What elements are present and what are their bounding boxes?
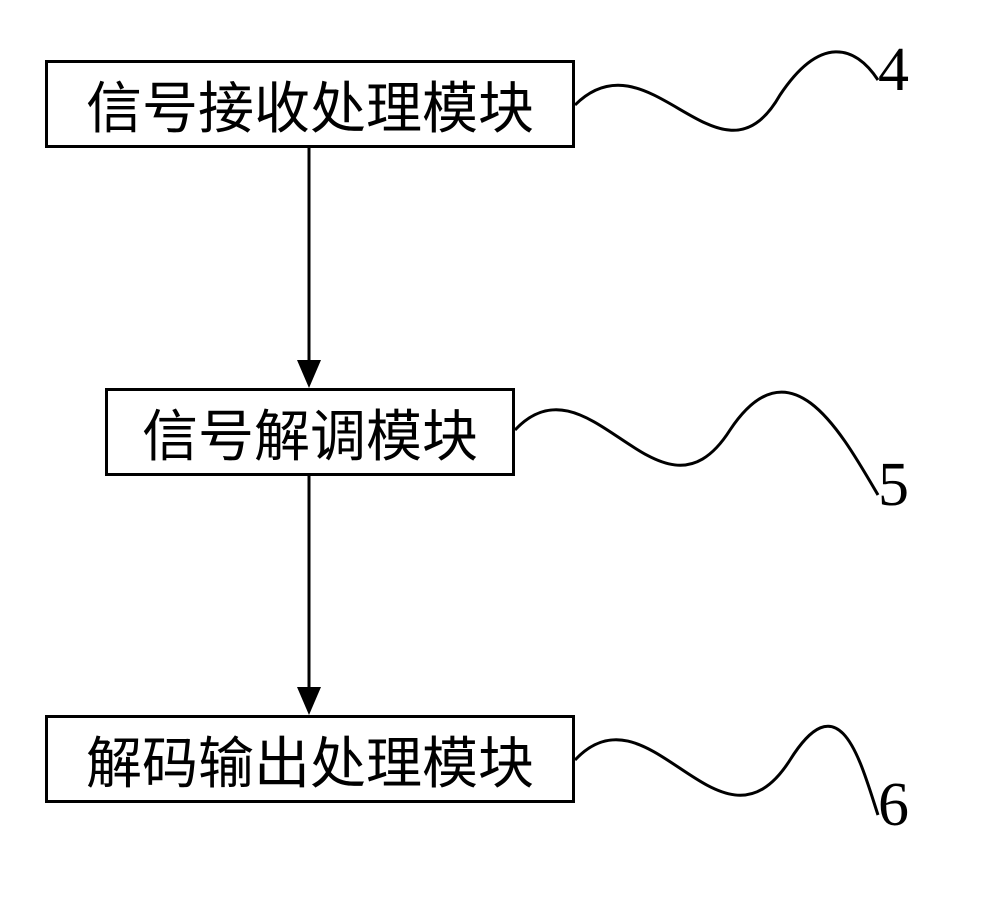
node-label-text: 信号接收处理模块 bbox=[86, 64, 534, 145]
diagram-canvas: 信号接收处理模块 4 信号解调模块 5 解码输出处理模块 6 bbox=[0, 0, 1000, 923]
node-label-text: 解码输出处理模块 bbox=[86, 719, 534, 800]
node-label-text: 信号解调模块 bbox=[142, 392, 478, 473]
callout-label-4: 4 bbox=[878, 35, 909, 106]
edge-4-to-5 bbox=[297, 148, 321, 388]
callout-curve-4 bbox=[575, 52, 878, 130]
node-signal-receive-processing: 信号接收处理模块 bbox=[45, 60, 575, 148]
node-signal-demodulation: 信号解调模块 bbox=[105, 388, 515, 476]
callout-label-6: 6 bbox=[878, 770, 909, 841]
edge-5-to-6 bbox=[297, 476, 321, 715]
callout-label-5: 5 bbox=[878, 450, 909, 521]
callout-curve-6 bbox=[575, 726, 878, 815]
callout-curve-5 bbox=[515, 392, 878, 495]
node-decode-output-processing: 解码输出处理模块 bbox=[45, 715, 575, 803]
